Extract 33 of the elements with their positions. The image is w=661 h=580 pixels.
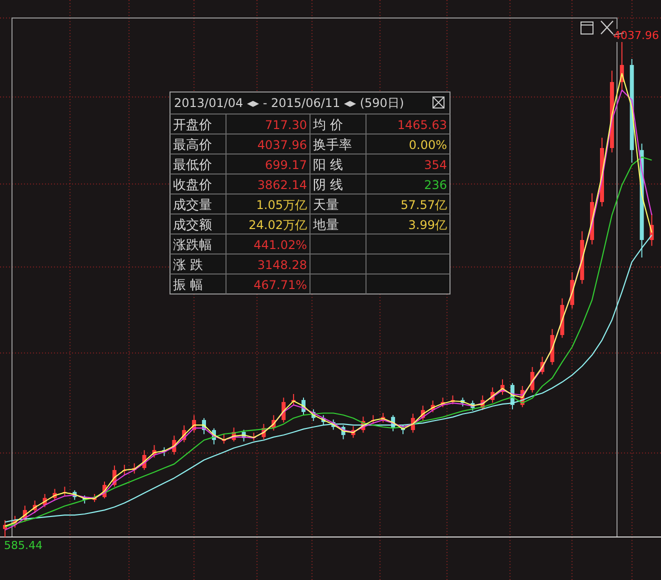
annotation: 收盘价 (173, 178, 212, 193)
ref-line-label: 585.44 (4, 539, 42, 552)
annotation: 最高价 (173, 137, 212, 153)
annotation: 3148.28 (257, 258, 307, 272)
annotation: 3862.14 (257, 178, 307, 192)
annotation: 开盘价 (173, 118, 212, 133)
annotation: 阳 线 (313, 158, 344, 173)
annotation: 4037.96 (614, 29, 659, 42)
annotation: 3.99亿 (408, 218, 447, 232)
annotation: 成交额 (173, 217, 212, 233)
annotation: 涨跌幅 (173, 238, 212, 253)
annotation: 最低价 (173, 158, 212, 173)
annotation: 57.57亿 (400, 198, 447, 212)
annotation: 换手率 (313, 137, 352, 153)
annotation: 成交量 (173, 197, 212, 213)
annotation: 均 价 (312, 118, 344, 133)
annotation: 717.30 (265, 118, 307, 132)
annotation: 354 (424, 158, 447, 172)
annotation: 0.00% (408, 138, 447, 152)
annotation: 地量 (312, 218, 339, 233)
annotation: 振 幅 (173, 278, 204, 293)
annotation: 441.02% (254, 238, 307, 252)
annotation: 236 (424, 178, 447, 192)
annotation: 699.17 (265, 158, 307, 172)
annotation: 2013/01/04 ◂▸ - 2015/06/11 ◂▸ (590日) (174, 96, 404, 110)
annotation: 467.71% (254, 278, 307, 292)
annotation: 4037.96 (257, 138, 307, 152)
annotation: 涨 跌 (173, 258, 204, 273)
annotation: 1.05万亿 (256, 198, 307, 212)
annotation: 24.02万亿 (248, 218, 307, 232)
annotation: 1465.63 (397, 118, 447, 132)
annotation: 天量 (313, 198, 339, 213)
annotation: 阴 线 (313, 178, 344, 193)
